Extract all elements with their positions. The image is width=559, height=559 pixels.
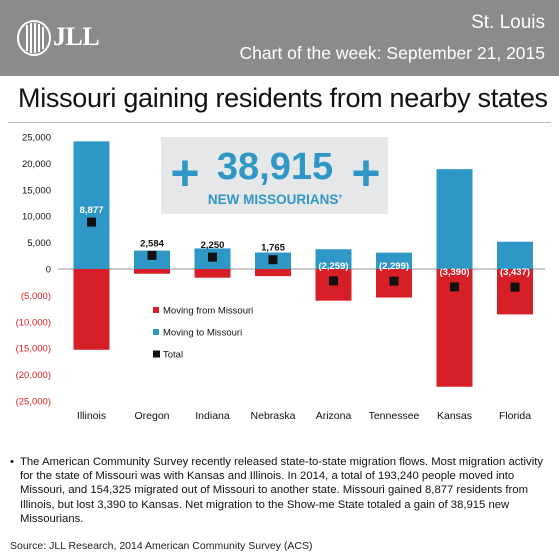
y-tick-label: 15,000 — [22, 185, 51, 196]
total-marker — [147, 250, 157, 260]
bar-moving-to — [73, 141, 110, 269]
bar-moving-to — [436, 169, 473, 269]
y-tick-label: 0 — [46, 265, 51, 276]
x-tick-label: Indiana — [195, 410, 230, 422]
total-data-label: 2,584 — [140, 238, 164, 249]
legend-label: Moving from Missouri — [163, 306, 253, 317]
x-tick-label: Kansas — [437, 410, 472, 422]
total-data-label: (2,299) — [379, 261, 409, 272]
total-data-label: (3,437) — [500, 267, 530, 278]
note-bullet: • — [10, 456, 14, 468]
legend-swatch — [153, 350, 160, 358]
total-marker — [450, 282, 459, 292]
y-tick-label: (5,000) — [21, 291, 51, 302]
jll-logo-icon — [17, 20, 51, 56]
bar-moving-from — [134, 269, 170, 274]
y-tick-label: (10,000) — [16, 317, 51, 328]
callout-box — [161, 137, 388, 214]
total-data-label: 2,250 — [201, 240, 225, 251]
x-tick-label: Nebraska — [251, 410, 296, 422]
header-banner: JLL St. Louis Chart of the week: Septemb… — [0, 0, 559, 76]
x-tick-label: Illinois — [77, 410, 106, 422]
callout-number: 38,915 — [217, 146, 333, 188]
total-marker — [510, 282, 520, 292]
legend-label: Total — [163, 350, 183, 361]
total-marker — [87, 217, 96, 227]
bar-moving-from — [497, 269, 533, 315]
divider — [8, 122, 551, 123]
total-data-label: (2,259) — [318, 261, 348, 272]
legend-label: Moving to Missouri — [163, 328, 242, 339]
total-marker — [389, 276, 399, 286]
total-marker — [268, 255, 278, 265]
callout-plus-left-icon: + — [170, 145, 199, 201]
total-data-label: 8,877 — [80, 205, 104, 216]
callout-label: NEW MISSOURIANS’ — [208, 192, 342, 207]
y-tick-label: (15,000) — [16, 344, 51, 355]
y-tick-label: (20,000) — [16, 370, 51, 381]
bar-moving-to — [497, 241, 533, 269]
callout-plus-right-icon: + — [351, 145, 380, 201]
bar-moving-from — [194, 269, 231, 278]
total-data-label: 1,765 — [261, 243, 285, 254]
total-marker — [329, 276, 338, 286]
x-tick-label: Florida — [499, 410, 531, 422]
migration-chart: 25,000 20,000 15,000 10,000 5,000 0 (5,000) (10… — [16, 133, 545, 422]
bar-moving-from — [73, 269, 110, 350]
total-data-label: (3,390) — [439, 267, 469, 278]
city-label: St. Louis — [471, 12, 545, 33]
y-tick-label: 25,000 — [22, 133, 51, 144]
y-tick-label: 20,000 — [22, 159, 51, 170]
y-tick-label: 5,000 — [27, 238, 51, 249]
chart-date-label: Chart of the week: September 21, 2015 — [239, 43, 545, 63]
x-tick-label: Oregon — [134, 410, 169, 422]
legend-swatch — [153, 307, 159, 313]
page-title: Missouri gaining residents from nearby s… — [18, 83, 548, 113]
bar-moving-to — [315, 249, 352, 269]
source-note: Source: JLL Research, 2014 American Comm… — [10, 540, 313, 552]
logo-wordmark: JLL — [53, 22, 100, 51]
commentary-note: • The American Community Survey recently… — [10, 455, 545, 526]
x-tick-label: Arizona — [316, 410, 352, 422]
bar-moving-from — [255, 269, 291, 277]
bar-moving-to — [376, 252, 412, 269]
total-marker — [208, 252, 217, 262]
x-tick-label: Tennessee — [369, 410, 420, 422]
y-tick-label: 10,000 — [22, 212, 51, 223]
y-tick-label: (25,000) — [16, 397, 51, 408]
legend-swatch — [153, 329, 159, 335]
note-text: The American Community Survey recently r… — [20, 456, 543, 525]
